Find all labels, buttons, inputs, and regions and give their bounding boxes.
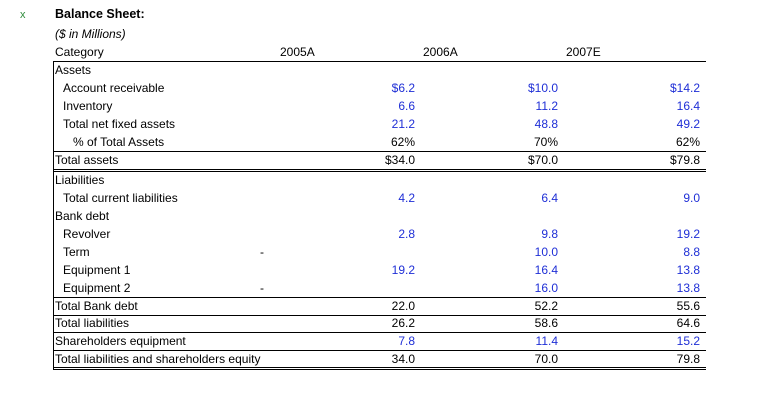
cell-2007[interactable]: 62% bbox=[675, 135, 700, 149]
column-header-2007e: 2007E bbox=[566, 45, 601, 59]
cell-2005[interactable]: $6.2 bbox=[391, 81, 415, 95]
table-row: Inventory 6.6 11.2 16.4 bbox=[53, 98, 706, 116]
cell-2007[interactable]: $79.8 bbox=[669, 153, 700, 167]
row-label: Equipment 2 bbox=[63, 281, 131, 295]
row-label: Total liabilities bbox=[55, 316, 130, 330]
cell-2005[interactable]: 2.8 bbox=[398, 227, 415, 241]
row-label: Liabilities bbox=[55, 173, 105, 187]
cell-2005[interactable]: 7.8 bbox=[398, 334, 415, 348]
cell-2006[interactable]: 70% bbox=[533, 135, 558, 149]
cell-2005[interactable]: 4.2 bbox=[398, 191, 415, 205]
table-row-total: Total liabilities 26.2 58.6 64.6 bbox=[53, 315, 706, 333]
row-label: Term bbox=[63, 245, 90, 259]
cell-2007[interactable]: 64.6 bbox=[676, 316, 700, 330]
cell-2007[interactable]: 19.2 bbox=[676, 227, 700, 241]
row-marker: x bbox=[20, 9, 26, 21]
cell-2006[interactable]: 48.8 bbox=[534, 117, 558, 131]
cell-2007[interactable]: 9.0 bbox=[683, 191, 700, 205]
table-row: Equipment 1 19.2 16.4 13.8 bbox=[53, 262, 706, 280]
cell-2006[interactable]: 9.8 bbox=[541, 227, 558, 241]
header-divider bbox=[53, 61, 706, 62]
table-row: % of Total Assets 62% 70% 62% bbox=[53, 134, 706, 152]
column-header-2005a: 2005A bbox=[280, 45, 315, 59]
table-row: Total net fixed assets 21.2 48.8 49.2 bbox=[53, 116, 706, 134]
cell-2006[interactable]: $10.0 bbox=[527, 81, 558, 95]
column-header-2006a: 2006A bbox=[423, 45, 458, 59]
sheet-subtitle: ($ in Millions) bbox=[55, 27, 126, 41]
table-row: Shareholders equipment 7.8 11.4 15.2 bbox=[53, 333, 706, 351]
row-label: % of Total Assets bbox=[73, 135, 165, 149]
cell-2005[interactable]: 26.2 bbox=[391, 316, 415, 330]
cell-2006[interactable]: 11.4 bbox=[535, 334, 558, 348]
cell-2005a-dash[interactable]: - bbox=[260, 281, 264, 295]
cell-2006[interactable]: 70.0 bbox=[534, 352, 558, 366]
cell-2007[interactable]: 16.4 bbox=[676, 99, 700, 113]
cell-2006[interactable]: 6.4 bbox=[541, 191, 558, 205]
cell-2007[interactable]: 13.8 bbox=[676, 281, 700, 295]
row-label: Equipment 1 bbox=[63, 263, 131, 277]
row-label: Total current liabilities bbox=[63, 191, 178, 205]
table-row: Account receivable $6.2 $10.0 $14.2 bbox=[53, 80, 706, 98]
cell-2007[interactable]: 55.6 bbox=[676, 299, 700, 313]
table-row: Equipment 2 - 16.0 13.8 bbox=[53, 280, 706, 298]
table-row: Revolver 2.8 9.8 19.2 bbox=[53, 226, 706, 244]
table-row: Assets bbox=[53, 62, 706, 80]
cell-2005[interactable]: 21.2 bbox=[391, 117, 415, 131]
table-row-total: Total assets $34.0 $70.0 $79.8 bbox=[53, 151, 706, 172]
row-label: Bank debt bbox=[55, 209, 110, 223]
cell-2005[interactable]: 62% bbox=[390, 135, 415, 149]
cell-2006[interactable]: 16.0 bbox=[534, 281, 558, 295]
cell-2007[interactable]: 13.8 bbox=[676, 263, 700, 277]
row-label: Total Bank debt bbox=[55, 299, 138, 313]
cell-2006[interactable]: $70.0 bbox=[527, 153, 558, 167]
row-label: Total assets bbox=[55, 153, 119, 167]
cell-2006[interactable]: 11.2 bbox=[535, 99, 558, 113]
cell-2007[interactable]: 8.8 bbox=[683, 245, 700, 259]
row-label: Revolver bbox=[63, 227, 111, 241]
row-label: Shareholders equipment bbox=[55, 334, 186, 348]
table-row-grand-total: Total liabilities and shareholders equit… bbox=[53, 351, 706, 370]
row-label: Assets bbox=[55, 63, 92, 77]
table-row: Total current liabilities 4.2 6.4 9.0 bbox=[53, 190, 706, 208]
left-border bbox=[53, 62, 54, 369]
sheet-title: Balance Sheet: bbox=[55, 7, 145, 21]
cell-2006[interactable]: 52.2 bbox=[534, 299, 558, 313]
cell-2005[interactable]: $34.0 bbox=[384, 153, 415, 167]
cell-2007[interactable]: $14.2 bbox=[669, 81, 700, 95]
row-label: Total liabilities and shareholders equit… bbox=[55, 352, 261, 366]
cell-2007[interactable]: 15.2 bbox=[676, 334, 700, 348]
cell-2006[interactable]: 16.4 bbox=[534, 263, 558, 277]
cell-2005a-dash[interactable]: - bbox=[260, 245, 264, 259]
cell-2005[interactable]: 19.2 bbox=[391, 263, 415, 277]
cell-2006[interactable]: 58.6 bbox=[534, 316, 558, 330]
table-row-total: Total Bank debt 22.0 52.2 55.6 bbox=[53, 297, 706, 316]
cell-2006[interactable]: 10.0 bbox=[534, 245, 558, 259]
row-label: Inventory bbox=[63, 99, 113, 113]
table-row: Term - 10.0 8.8 bbox=[53, 244, 706, 262]
row-label: Total net fixed assets bbox=[63, 117, 176, 131]
table-row: Liabilities bbox=[53, 172, 706, 190]
cell-2007[interactable]: 79.8 bbox=[676, 352, 700, 366]
row-label: Account receivable bbox=[63, 81, 165, 95]
cell-2005[interactable]: 34.0 bbox=[391, 352, 415, 366]
table-row: Bank debt bbox=[53, 208, 706, 226]
cell-2007[interactable]: 49.2 bbox=[676, 117, 700, 131]
cell-2005[interactable]: 6.6 bbox=[398, 99, 415, 113]
cell-2005[interactable]: 22.0 bbox=[391, 299, 415, 313]
column-header-category: Category bbox=[55, 45, 104, 59]
